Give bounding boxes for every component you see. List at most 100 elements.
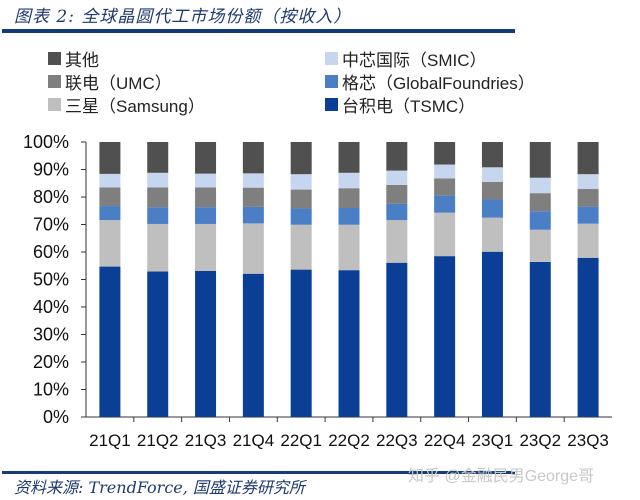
x-tick-label: 21Q1 (89, 431, 131, 450)
legend-swatch (48, 75, 61, 88)
bar-segment (434, 195, 456, 213)
bar-segment (290, 224, 312, 270)
legend-swatch (325, 52, 338, 65)
y-tick-label: 0% (43, 407, 69, 427)
bar-segment (577, 257, 599, 417)
x-tick-label: 21Q3 (185, 431, 227, 450)
bar-segment (195, 270, 217, 417)
bar-segment (434, 142, 456, 165)
watermark: 知乎 @金融民男George哥 (408, 468, 595, 485)
bar-segment (434, 256, 456, 417)
bar-segment (147, 142, 169, 173)
source-note: 资料来源: TrendForce, 国盛证券研究所 (14, 478, 305, 497)
y-tick-label: 10% (33, 380, 69, 400)
bar-segment (290, 189, 312, 209)
bar-segment (529, 193, 551, 212)
bar-segment (386, 220, 408, 263)
bar-segment (577, 223, 599, 258)
bar-segment (577, 142, 599, 175)
bar-segment (242, 142, 264, 174)
bar-segment (481, 167, 503, 182)
bar-segment (386, 184, 408, 204)
y-tick-label: 60% (33, 242, 69, 262)
bar-segment (195, 223, 217, 271)
top-rule (2, 29, 515, 33)
legend-label: 联电（UMC） (65, 74, 172, 93)
bar-segment (147, 271, 169, 417)
bar-segment (195, 173, 217, 188)
bar-segment (147, 207, 169, 224)
legend-label: 格芯（GlobalFoundries） (342, 74, 535, 93)
y-tick-label: 40% (33, 297, 69, 317)
stacked-bar-chart: 0% 10% 20% 30% 40% 50% 60% 70% 80% 90% 100% 21Q1 21Q… (23, 132, 612, 450)
bar-segment (242, 187, 264, 207)
bar-segment (577, 206, 599, 224)
legend-label: 中芯国际（SMIC） (342, 51, 487, 70)
bar-segment (99, 142, 121, 174)
bar-segment (99, 173, 121, 188)
y-tick-label: 100% (23, 132, 69, 152)
bar-segment (386, 142, 408, 171)
bar-segment (195, 207, 217, 224)
x-tick-label: 22Q4 (424, 431, 466, 450)
legend-item-globalfoundries: 格芯（GlobalFoundries） (325, 69, 535, 94)
bar-segment (290, 174, 312, 190)
bar-segment (99, 220, 121, 267)
bar-segment (481, 181, 503, 200)
legend-item-tsmc: 台积电（TSMC） (325, 92, 475, 117)
chart-legend: 其他 中芯国际（SMIC） 联电（UMC） 格芯（GlobalFoundries… (0, 40, 640, 120)
bar-segment (481, 217, 503, 252)
x-tick-label: 22Q3 (376, 431, 418, 450)
bar-segment (338, 224, 360, 271)
bar-segment (242, 223, 264, 274)
bar-segment (529, 261, 551, 417)
bar-segment (529, 142, 551, 178)
bar-segment (338, 172, 360, 189)
bar-segment (99, 266, 121, 417)
y-tick-label: 30% (33, 325, 69, 345)
x-tick-label: 21Q2 (137, 431, 179, 450)
bar-segment (147, 172, 169, 188)
x-tick-label: 23Q3 (567, 431, 609, 450)
bar-segment (242, 206, 264, 224)
bar-segment (386, 262, 408, 417)
bar-segment (481, 199, 503, 218)
legend-label: 三星（Samsung） (65, 97, 205, 116)
bar-segment (338, 142, 360, 173)
bar-segment (481, 251, 503, 417)
bar-segment (529, 177, 551, 194)
y-tick-label: 80% (33, 187, 69, 207)
figure-title: 图表 2: 全球晶圆代工市场份额（按收入） (14, 7, 352, 27)
legend-label: 台积电（TSMC） (342, 97, 476, 116)
bar-segment (386, 170, 408, 185)
bar-segment (242, 173, 264, 188)
bar-segment (338, 270, 360, 417)
bar-segment (195, 142, 217, 174)
y-tick-label: 50% (33, 270, 69, 290)
bar-segment (147, 187, 169, 208)
legend-item-samsung: 三星（Samsung） (48, 92, 205, 117)
y-tick-label: 90% (33, 160, 69, 180)
x-tick-label: 22Q1 (280, 431, 322, 450)
legend-item-smic: 中芯国际（SMIC） (325, 46, 487, 71)
bar-segment (338, 208, 360, 225)
x-tick-label: 23Q1 (472, 431, 514, 450)
bar-segment (99, 187, 121, 207)
bar-segment (195, 187, 217, 208)
bottom-rule (2, 471, 515, 474)
legend-label: 其他 (65, 51, 99, 70)
x-tick-label: 22Q2 (328, 431, 370, 450)
bar-segment (529, 211, 551, 230)
bar-segment (529, 229, 551, 262)
bar-segment (481, 142, 503, 168)
legend-item-others: 其他 (48, 46, 99, 71)
y-tick-label: 20% (33, 352, 69, 372)
bar-segment (577, 174, 599, 190)
bar-segment (290, 269, 312, 417)
bar-segment (99, 206, 121, 221)
legend-swatch (325, 75, 338, 88)
bar-segment (386, 203, 408, 221)
x-tick-label: 23Q2 (519, 431, 561, 450)
x-tick-label: 21Q4 (233, 431, 275, 450)
legend-swatch (48, 98, 61, 111)
